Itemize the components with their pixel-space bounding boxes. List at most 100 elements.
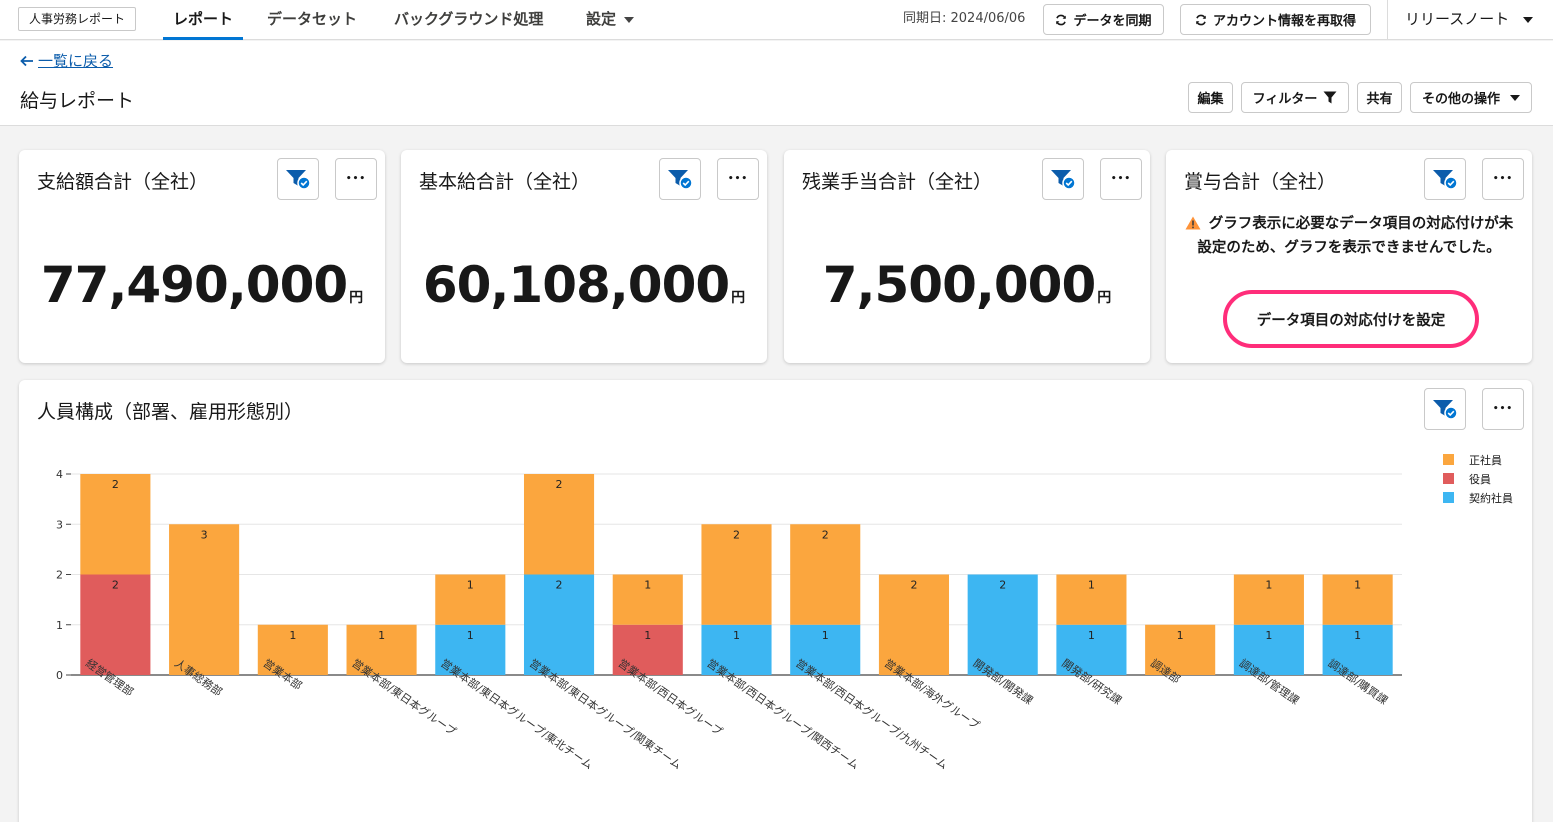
tab-dataset[interactable]: データセット	[267, 10, 358, 28]
release-notes-menu[interactable]: リリースノート	[1405, 0, 1534, 38]
data-label: 1	[1354, 629, 1361, 642]
bar-segment[interactable]	[612, 574, 683, 625]
bar-segment[interactable]	[435, 624, 506, 675]
data-label: 1	[467, 579, 474, 592]
data-label: 2	[910, 579, 917, 592]
chart-more-button[interactable]: •••	[1482, 388, 1524, 430]
set-field-mapping-button[interactable]: データ項目の対応付けを設定	[1223, 290, 1479, 348]
legend-label: 役員	[1469, 472, 1491, 486]
card-title: 残業手当合計（全社）	[802, 171, 993, 193]
kpi-value-row: 7,500,000 円	[784, 256, 1150, 314]
bar-segment[interactable]	[80, 574, 151, 676]
data-label: 2	[822, 528, 829, 541]
sync-date: 同期日: 2024/06/06	[903, 11, 1026, 26]
bar-segment[interactable]	[701, 524, 772, 625]
bar-segment[interactable]	[257, 624, 328, 675]
card-more-button[interactable]: •••	[335, 158, 377, 200]
filter-label: フィルター	[1252, 92, 1318, 107]
legend-label: 契約社員	[1469, 491, 1513, 505]
card-more-button[interactable]: •••	[717, 158, 759, 200]
kpi-card-bonus: 賞与合計（全社） ••• グラフ表示に必要なデータ項目の対応付けが未設定のため、…	[1166, 150, 1532, 363]
bar-segment[interactable]	[790, 524, 861, 625]
edit-button[interactable]: 編集	[1188, 82, 1233, 113]
bar-segment[interactable]	[1145, 624, 1216, 675]
kpi-card-overtime: 残業手当合計（全社） ••• 7,500,000 円	[784, 150, 1150, 363]
chevron-down-icon	[1523, 16, 1534, 23]
legend-swatch	[1443, 492, 1454, 503]
bar-segment[interactable]	[169, 524, 240, 675]
kpi-value-row: 60,108,000 円	[401, 256, 767, 314]
data-label: 1	[289, 629, 296, 642]
card-more-button[interactable]: •••	[1482, 158, 1524, 200]
card-filter-button[interactable]	[659, 158, 701, 200]
more-actions-label: その他の操作	[1421, 92, 1500, 107]
bar-segment[interactable]	[523, 574, 595, 676]
data-label: 2	[112, 579, 119, 592]
bar-segment[interactable]	[80, 474, 151, 575]
refetch-account-button[interactable]: アカウント情報を再取得	[1180, 4, 1371, 35]
legend-item[interactable]: 正社員	[1443, 450, 1513, 469]
refresh-icon	[1196, 14, 1206, 25]
tab-report[interactable]: レポート	[163, 0, 243, 40]
y-tick-label: 3	[56, 518, 63, 531]
more-icon: •••	[345, 174, 367, 184]
card-filter-button[interactable]	[1042, 158, 1084, 200]
card-filter-button[interactable]	[1424, 158, 1466, 200]
bar-segment[interactable]	[1322, 574, 1393, 625]
refetch-account-label: アカウント情報を再取得	[1212, 14, 1356, 29]
card-title: 支給額合計（全社）	[37, 171, 209, 193]
bar-segment[interactable]	[1233, 624, 1304, 675]
bar-segment[interactable]	[612, 624, 683, 675]
y-tick-label: 1	[56, 619, 63, 632]
legend-item[interactable]: 契約社員	[1443, 488, 1513, 507]
data-label: 1	[1088, 579, 1095, 592]
data-label: 1	[378, 629, 385, 642]
bar-segment[interactable]	[435, 574, 506, 625]
filter-button[interactable]: フィルター	[1241, 82, 1349, 113]
data-label: 1	[1354, 579, 1361, 592]
sync-data-button[interactable]: データを同期	[1043, 4, 1164, 35]
kpi-card-base-salary: 基本給合計（全社） ••• 60,108,000 円	[401, 150, 767, 363]
tab-background-jobs[interactable]: バックグラウンド処理	[394, 10, 544, 28]
stacked-bar-chart: 0123422経営管理部3人事総務部1営業本部1営業本部/東日本グループ11営業…	[56, 468, 1402, 772]
data-label: 1	[822, 629, 829, 642]
chart-legend: 正社員役員契約社員	[1443, 450, 1513, 507]
bar-segment[interactable]	[878, 574, 950, 676]
data-label: 3	[201, 528, 208, 541]
page-title: 給与レポート	[20, 90, 135, 112]
more-actions-button[interactable]: その他の操作	[1410, 82, 1532, 113]
more-icon: •••	[727, 174, 749, 184]
filter-icon	[1323, 91, 1337, 104]
bar-segment[interactable]	[701, 624, 772, 675]
refresh-icon	[1056, 14, 1067, 25]
kpi-value: 77,490,000	[40, 256, 348, 314]
legend-item[interactable]: 役員	[1443, 469, 1513, 488]
data-label: 1	[644, 629, 651, 642]
release-notes-label: リリースノート	[1405, 10, 1510, 28]
bar-segment[interactable]	[967, 574, 1038, 676]
data-label: 1	[467, 629, 474, 642]
chart-filter-button[interactable]	[1424, 388, 1466, 430]
kpi-value-row: 77,490,000 円	[19, 256, 385, 314]
bar-segment[interactable]	[1056, 624, 1127, 675]
bar-segment[interactable]	[346, 624, 417, 675]
more-icon: •••	[1492, 174, 1514, 184]
bar-segment[interactable]	[523, 474, 595, 575]
chevron-down-icon	[624, 16, 635, 23]
filter-applied-icon	[1051, 170, 1076, 190]
kpi-unit: 円	[731, 290, 746, 306]
tab-settings[interactable]: 設定	[586, 0, 635, 40]
top-nav: 人事労務レポート レポート データセット バックグラウンド処理 設定 同期日: …	[0, 0, 1553, 40]
bar-segment[interactable]	[1233, 574, 1304, 625]
back-to-list-link[interactable]: 一覧に戻る	[20, 50, 113, 71]
data-label: 1	[1265, 629, 1272, 642]
app-name-label: 人事労務レポート	[18, 7, 137, 31]
card-more-button[interactable]: •••	[1100, 158, 1142, 200]
bar-segment[interactable]	[1322, 624, 1393, 675]
filter-applied-icon	[668, 170, 693, 190]
share-button[interactable]: 共有	[1357, 82, 1402, 113]
bar-segment[interactable]	[1056, 574, 1127, 625]
bar-segment[interactable]	[790, 624, 861, 675]
card-filter-button[interactable]	[277, 158, 319, 200]
y-tick-label: 0	[56, 669, 63, 682]
